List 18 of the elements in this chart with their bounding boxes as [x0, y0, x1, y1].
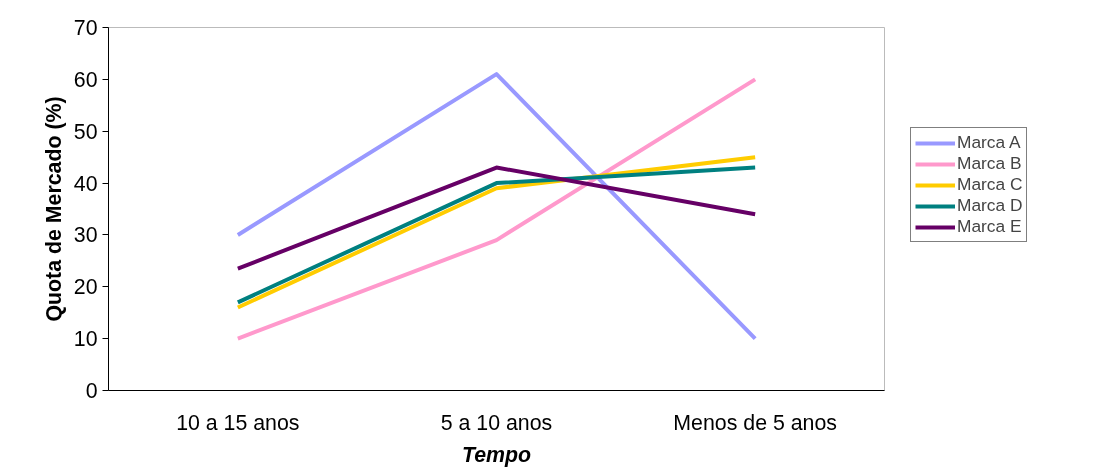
x-tick-label: 10 a 15 anos — [176, 410, 300, 435]
y-tick-label: 0 — [85, 379, 98, 403]
y-tick-label: 50 — [73, 119, 98, 144]
x-axis-title: Tempo — [461, 442, 532, 467]
legend-label: Marca C — [957, 174, 1023, 195]
legend-label: Marca D — [957, 195, 1023, 216]
y-tick-label: 30 — [73, 223, 98, 248]
y-axis-title: Quota de Mercado (%) — [41, 96, 66, 322]
y-tick-label: 40 — [73, 171, 98, 196]
y-tick-label: 10 — [73, 327, 98, 352]
legend-label: Marca E — [957, 216, 1022, 237]
y-tick-label: 60 — [73, 67, 98, 92]
legend-label: Marca B — [957, 153, 1022, 174]
y-tick-label: 20 — [73, 275, 98, 300]
x-tick-label: 5 a 10 anos — [440, 410, 553, 435]
legend-label: Marca A — [957, 132, 1021, 153]
x-tick-label: Menos de 5 anos — [673, 410, 837, 435]
y-tick-label: 70 — [73, 16, 98, 40]
